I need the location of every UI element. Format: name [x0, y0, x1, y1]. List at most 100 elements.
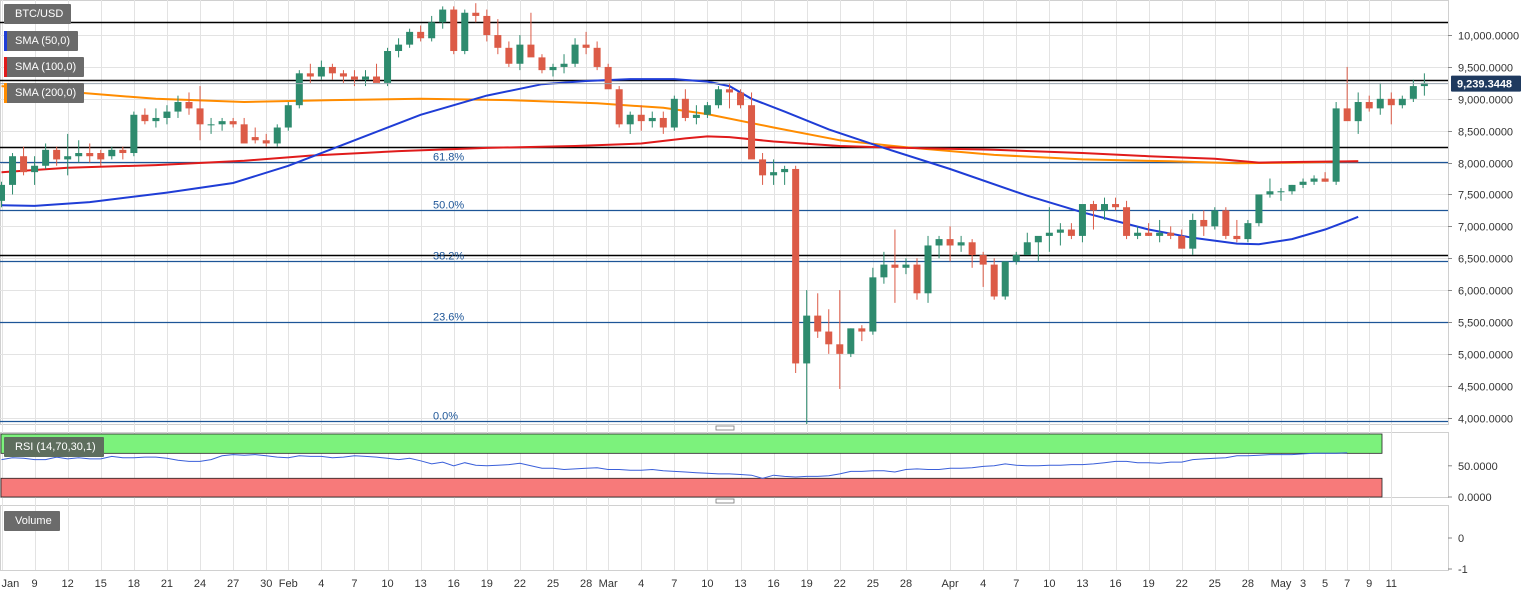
candle-body	[748, 105, 756, 160]
sma200-label: SMA (200,0)	[15, 87, 77, 99]
date-axis-label: May	[1271, 578, 1292, 590]
candle-body	[373, 76, 381, 83]
candle-body	[439, 9, 447, 23]
candle-body	[770, 172, 778, 176]
sma50-color-swatch	[4, 31, 7, 51]
candle-body	[902, 264, 910, 268]
candle-body	[1078, 204, 1086, 236]
volume-tag[interactable]: Volume	[4, 511, 60, 531]
candle-body	[306, 73, 314, 77]
date-axis-label: 24	[194, 578, 206, 590]
date-axis-label: 7	[1344, 578, 1350, 590]
candle-body	[1332, 108, 1340, 182]
symbol-tag[interactable]: BTC/USD	[4, 4, 72, 24]
price-axis-label: 6,000.0000	[1458, 286, 1513, 298]
date-axis-label: 16	[1109, 578, 1121, 590]
date-axis-label: 7	[1013, 578, 1019, 590]
price-axis-label: 8,500.0000	[1458, 127, 1513, 139]
price-axis-label: 4,000.0000	[1458, 414, 1513, 426]
date-axis-label: 15	[95, 578, 107, 590]
candle-body	[538, 57, 546, 71]
candle-body	[869, 277, 877, 332]
candle-body	[1420, 82, 1428, 87]
date-axis-label: 7	[351, 578, 357, 590]
date-axis-label: 22	[1176, 578, 1188, 590]
candle-body	[626, 114, 634, 125]
candle-body	[1244, 223, 1252, 240]
price-axis-label: 9,500.0000	[1458, 63, 1513, 75]
date-axis-label: 9	[32, 578, 38, 590]
rsi-tag[interactable]: RSI (14,70,30,1)	[4, 437, 104, 457]
candle-body	[637, 114, 645, 122]
candle-body	[957, 242, 965, 246]
candle-body	[968, 242, 976, 256]
candle-body	[737, 92, 745, 106]
candle-body	[814, 315, 822, 332]
candle-body	[1343, 108, 1351, 122]
sma200-tag[interactable]: SMA (200,0)	[4, 83, 85, 103]
candle-body	[582, 44, 590, 48]
candle-body	[858, 328, 866, 332]
date-axis-label: 25	[547, 578, 559, 590]
candle-body	[9, 156, 17, 185]
panel-resize-handle[interactable]	[715, 425, 735, 431]
candle-body	[0, 184, 5, 201]
rsi-overbought-zone	[0, 433, 1383, 454]
candle-body	[527, 44, 535, 58]
candle-body	[571, 44, 579, 64]
candle-body	[251, 137, 259, 141]
candle-body	[1354, 102, 1362, 122]
volume-axis-label: -1	[1458, 564, 1468, 576]
candle-body	[1067, 229, 1075, 236]
date-axis-label: 4	[980, 578, 986, 590]
candle-body	[196, 108, 204, 125]
date-axis-label: 25	[1209, 578, 1221, 590]
candle-body	[1123, 207, 1131, 236]
sma100-color-swatch	[4, 57, 7, 77]
candle-body	[406, 31, 414, 45]
candle-body	[1156, 232, 1164, 236]
candle-body	[692, 114, 700, 118]
sma50-tag[interactable]: SMA (50,0)	[4, 31, 79, 51]
candle-body	[1012, 255, 1020, 262]
volume-axis-label: 0	[1458, 533, 1464, 545]
date-axis-label: 13	[1076, 578, 1088, 590]
sma50-label: SMA (50,0)	[15, 35, 71, 47]
candle-body	[549, 66, 557, 71]
candle-body	[494, 35, 502, 48]
candle-body	[450, 9, 458, 52]
candle-body	[174, 102, 182, 112]
candle-body	[428, 22, 436, 39]
candle-body	[20, 156, 28, 173]
sma100-tag[interactable]: SMA (100,0)	[4, 57, 85, 77]
candle-body	[1299, 181, 1307, 185]
candle-body	[1409, 86, 1417, 99]
candle-body	[207, 124, 215, 126]
date-axis-label: 4	[638, 578, 644, 590]
date-axis-label: 27	[227, 578, 239, 590]
date-axis-label: 22	[514, 578, 526, 590]
candle-body	[670, 98, 678, 128]
last-price-label: 9,239.3448	[1457, 79, 1512, 91]
price-axis-label: 8,000.0000	[1458, 159, 1513, 171]
date-axis-label: 16	[448, 578, 460, 590]
panel-resize-handle[interactable]	[715, 498, 735, 504]
price-panel	[0, 0, 1449, 425]
candle-body	[240, 124, 248, 144]
date-axis-label: 4	[318, 578, 324, 590]
date-axis-label: Mar	[599, 578, 618, 590]
candle-body	[648, 117, 656, 122]
candle-body	[361, 76, 369, 80]
price-axis-label: 7,000.0000	[1458, 222, 1513, 234]
candle-body	[703, 105, 711, 115]
candle-body	[1288, 184, 1296, 192]
price-axis-label: 4,500.0000	[1458, 382, 1513, 394]
date-axis-label: Apr	[942, 578, 959, 590]
candle-body	[1255, 194, 1263, 224]
candle-body	[1222, 210, 1230, 236]
candle-body	[384, 51, 392, 83]
candle-body	[505, 47, 513, 64]
candle-body	[461, 12, 469, 52]
date-axis-label: 19	[481, 578, 493, 590]
candle-body	[350, 76, 358, 80]
